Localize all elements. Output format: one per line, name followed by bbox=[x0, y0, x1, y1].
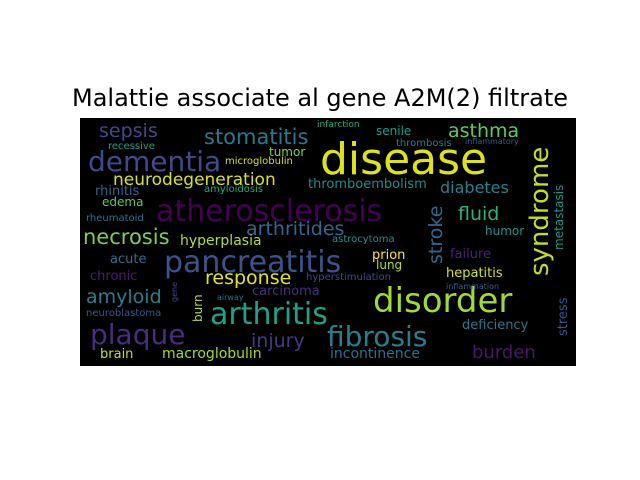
word-atherosclerosis: atherosclerosis bbox=[156, 194, 382, 229]
word-amyloid: amyloid bbox=[86, 286, 162, 308]
word-inflammatory: inflammatory bbox=[465, 137, 519, 146]
word-stroke: stroke bbox=[425, 206, 447, 264]
word-tumor: tumor bbox=[269, 145, 305, 159]
word-edema: edema bbox=[102, 195, 143, 209]
word-astrocytoma: astrocytoma bbox=[332, 234, 395, 245]
word-carcinoma: carcinoma bbox=[252, 284, 320, 299]
word-thromboembolism: thromboembolism bbox=[308, 177, 427, 192]
word-microglobulin: microglobulin bbox=[225, 156, 293, 167]
word-brain: brain bbox=[100, 347, 133, 362]
word-necrosis: necrosis bbox=[83, 225, 170, 249]
word-neuroblastoma: neuroblastoma bbox=[86, 308, 161, 319]
word-senile: senile bbox=[376, 124, 411, 138]
word-stress: stress bbox=[556, 297, 571, 336]
word-fibrosis: fibrosis bbox=[327, 320, 427, 353]
word-neurodegeneration: neurodegeneration bbox=[113, 170, 276, 190]
word-hyperstimulation: hyperstimulation bbox=[306, 272, 391, 283]
word-asthma: asthma bbox=[448, 120, 519, 142]
word-arthritides: arthritides bbox=[246, 218, 344, 240]
word-stomatitis: stomatitis bbox=[204, 125, 308, 149]
word-rheumatoid: rheumatoid bbox=[86, 213, 144, 224]
word-hepatitis: hepatitis bbox=[446, 266, 503, 281]
word-arthritis: arthritis bbox=[210, 297, 328, 332]
word-metastasis: metastasis bbox=[552, 185, 566, 250]
word-sepsis: sepsis bbox=[99, 120, 158, 142]
word-infarction: infarction bbox=[317, 120, 360, 130]
word-disease: disease bbox=[320, 134, 487, 185]
word-cloud: disease atherosclerosis pancreatitis disord… bbox=[80, 118, 576, 366]
word-diabetes: diabetes bbox=[440, 178, 509, 197]
word-gene: gene bbox=[170, 282, 179, 302]
word-failure: failure bbox=[450, 247, 491, 262]
word-inflammation: inflammation bbox=[446, 282, 499, 291]
word-injury: injury bbox=[251, 330, 305, 352]
word-dementia: dementia bbox=[88, 145, 221, 178]
word-deficiency: deficiency bbox=[462, 318, 529, 333]
word-macroglobulin: macroglobulin bbox=[162, 346, 262, 362]
word-lung: lung bbox=[376, 258, 402, 272]
word-amyloidosis: amyloidosis bbox=[204, 184, 263, 195]
word-chronic: chronic bbox=[90, 269, 137, 284]
word-incontinence: incontinence bbox=[330, 346, 420, 362]
word-burn: burn bbox=[191, 294, 205, 322]
word-rhinitis: rhinitis bbox=[95, 184, 140, 199]
word-pancreatitis: pancreatitis bbox=[164, 245, 341, 280]
word-acute: acute bbox=[110, 252, 146, 267]
word-plaque: plaque bbox=[90, 318, 185, 351]
word-burden: burden bbox=[472, 342, 536, 363]
word-disorder: disorder bbox=[373, 281, 512, 321]
word-humor: humor bbox=[485, 224, 524, 238]
word-airway: airway bbox=[217, 293, 244, 302]
word-prion: prion bbox=[372, 248, 405, 263]
word-thrombosis: thrombosis bbox=[396, 138, 452, 149]
word-hyperplasia: hyperplasia bbox=[180, 233, 262, 249]
word-recessive: recessive bbox=[108, 141, 155, 152]
word-response: response bbox=[205, 267, 291, 289]
word-fluid: fluid bbox=[458, 203, 499, 225]
word-syndrome: syndrome bbox=[525, 147, 555, 276]
chart-title: Malattie associate al gene A2M(2) filtra… bbox=[71, 84, 569, 112]
cloud-background bbox=[80, 118, 576, 366]
